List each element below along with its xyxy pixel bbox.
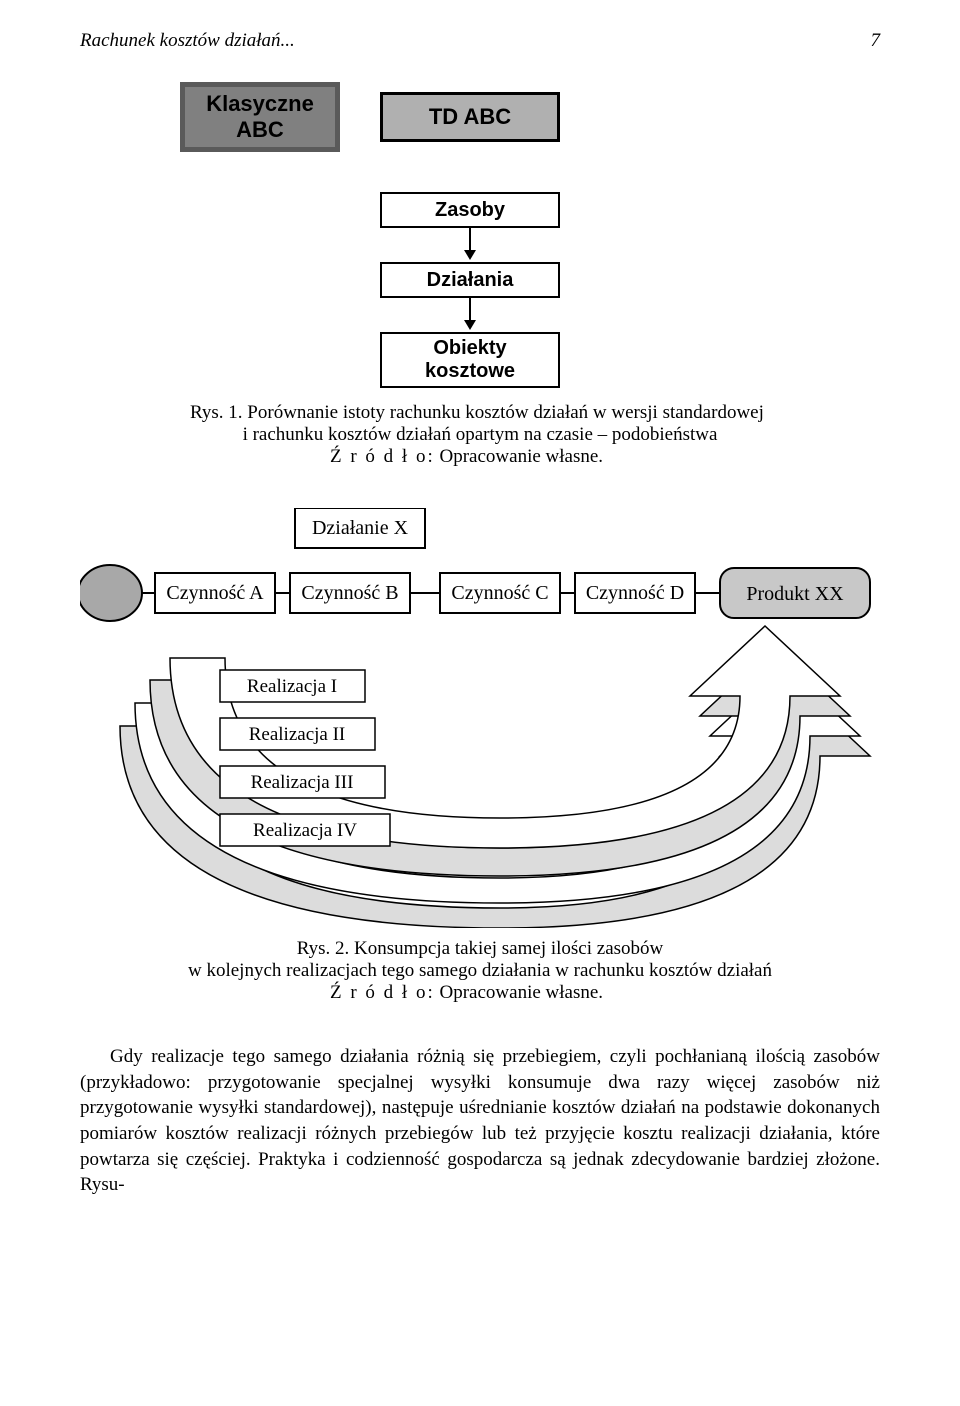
arrow-down-2-icon	[462, 298, 478, 332]
box-klasyczne-label: Klasyczne ABC	[206, 91, 314, 144]
arrow-down-1-icon	[462, 228, 478, 262]
fig1-source-label: Ź r ó d ł o:	[330, 446, 435, 467]
fig2-czynnosc-b: Czynność B	[301, 582, 398, 604]
fig2-czynnosc-c: Czynność C	[451, 582, 548, 604]
figure-1-diagram: Klasyczne ABC TD ABC Zasoby Działania Ob…	[80, 82, 880, 392]
box-obiekty: Obiekty kosztowe	[380, 332, 560, 388]
page-header: Rachunek kosztów działań... 7	[80, 30, 880, 52]
box-dzialania: Działania	[380, 262, 560, 298]
fig2-czynnosc-a: Czynność A	[166, 582, 264, 604]
box-tdabc-label: TD ABC	[429, 104, 511, 130]
box-obiekty-label: Obiekty kosztowe	[425, 337, 515, 383]
fig2-caption-line2: w kolejnych realizacjach tego samego dzi…	[188, 960, 772, 981]
figure-2-caption: Rys. 2. Konsumpcja takiej samej ilości z…	[140, 938, 820, 1004]
fig1-source-text: Opracowanie własne.	[435, 446, 603, 467]
header-page-number: 7	[871, 30, 881, 52]
fig2-realizacja-3: Realizacja III	[251, 772, 354, 793]
fig2-caption-line1: Rys. 2. Konsumpcja takiej samej ilości z…	[297, 938, 664, 959]
box-dzialania-label: Działania	[427, 269, 514, 292]
fig2-czynnosc-d: Czynność D	[586, 582, 684, 604]
figure-2-diagram: Działanie X Czynność A Czynność B Czynno…	[80, 508, 880, 928]
fig2-produkt-label: Produkt XX	[746, 583, 844, 605]
box-zasoby-label: Zasoby	[435, 199, 505, 222]
box-zasoby: Zasoby	[380, 192, 560, 228]
fig1-caption-line2: i rachunku kosztów działań opartym na cz…	[243, 424, 718, 445]
fig1-caption-line1: Rys. 1. Porównanie istoty rachunku koszt…	[190, 402, 820, 424]
body-paragraph: Gdy realizacje tego samego działania róż…	[80, 1044, 880, 1198]
fig2-realizacja-1: Realizacja I	[247, 676, 337, 697]
fig2-realizacja-4: Realizacja IV	[253, 820, 357, 841]
start-ellipse-icon	[80, 565, 142, 621]
fig2-dzialanie-label: Działanie X	[312, 517, 409, 539]
fig2-source-text: Opracowanie własne.	[435, 982, 603, 1003]
fig2-realizacja-2: Realizacja II	[249, 724, 346, 745]
fig2-source-label: Ź r ó d ł o:	[330, 982, 435, 1003]
figure-1-caption: Rys. 1. Porównanie istoty rachunku koszt…	[140, 402, 820, 468]
header-title: Rachunek kosztów działań...	[80, 30, 295, 52]
box-klasyczne-abc: Klasyczne ABC	[180, 82, 340, 152]
box-td-abc: TD ABC	[380, 92, 560, 142]
